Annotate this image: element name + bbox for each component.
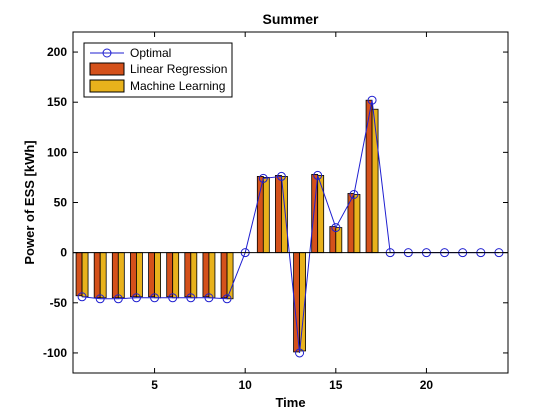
bar-machine-learning-t5 xyxy=(154,252,161,299)
chart-title: Summer xyxy=(262,11,319,27)
bar-machine-learning-t3 xyxy=(117,252,125,299)
bar-linear-regression-t7 xyxy=(184,252,192,298)
bar-linear-regression-t1 xyxy=(75,252,83,297)
optimal-marker-t12 xyxy=(276,171,286,181)
x-tick-label: 10 xyxy=(239,378,253,392)
legend-machine-learning-label: Machine Learning xyxy=(130,79,225,93)
x-tick-label: 15 xyxy=(329,378,343,392)
y-tick-label: 0 xyxy=(60,246,67,260)
y-tick-label: 50 xyxy=(54,196,68,210)
legend-linear-regression-swatch xyxy=(89,62,125,76)
optimal-marker-t1 xyxy=(77,292,87,302)
y-tick-label: 150 xyxy=(47,95,67,109)
bar-linear-regression-t3 xyxy=(111,252,119,299)
optimal-marker-t2 xyxy=(95,294,105,304)
y-tick-label: -50 xyxy=(50,296,68,310)
optimal-marker-t4 xyxy=(131,293,141,303)
y-tick-label: 100 xyxy=(47,145,67,159)
bars-layer xyxy=(75,99,379,353)
optimal-marker-t6 xyxy=(168,293,178,303)
axis-ticks: -100 -50 0 50 100 150 200 5 10 15 20 xyxy=(43,32,508,392)
legend-optimal-marker xyxy=(102,48,112,58)
bar-machine-learning-t17 xyxy=(371,108,379,254)
bar-linear-regression-t4 xyxy=(130,252,137,298)
y-axis-label: Power of ESS [kWh] xyxy=(22,140,37,264)
optimal-marker-t7 xyxy=(186,293,196,303)
bar-linear-regression-t9 xyxy=(220,252,228,299)
legend-linear-regression-label: Linear Regression xyxy=(130,62,227,76)
bar-linear-regression-t5 xyxy=(148,252,155,298)
bar-machine-learning-t14 xyxy=(317,175,325,254)
bar-machine-learning-t6 xyxy=(172,252,180,299)
bar-linear-regression-t6 xyxy=(166,252,174,298)
bar-machine-learning-t2 xyxy=(99,252,107,299)
bar-linear-regression-t11 xyxy=(256,176,264,254)
bar-linear-regression-t12 xyxy=(275,175,282,254)
optimal-marker-t3 xyxy=(113,294,123,304)
x-tick-label: 20 xyxy=(420,378,434,392)
bar-machine-learning-t16 xyxy=(353,194,361,254)
x-tick-label: 5 xyxy=(151,378,158,392)
optimal-marker-t15 xyxy=(331,223,341,233)
optimal-marker-t5 xyxy=(150,293,160,303)
optimal-marker-t14 xyxy=(313,170,323,180)
optimal-marker-t17 xyxy=(367,95,377,105)
bar-machine-learning-t11 xyxy=(262,177,270,254)
bar-linear-regression-t17 xyxy=(365,99,373,254)
legend: Optimal Linear Regression Machine Learni… xyxy=(83,42,233,98)
bar-machine-learning-t1 xyxy=(81,252,89,298)
optimal-marker-t13 xyxy=(295,348,305,358)
optimal-marker-t16 xyxy=(349,189,359,199)
bar-linear-regression-t8 xyxy=(202,252,210,298)
legend-machine-learning-swatch xyxy=(89,79,125,93)
y-tick-label: 200 xyxy=(47,45,67,59)
optimal-marker-t11 xyxy=(258,173,268,183)
bar-linear-regression-t16 xyxy=(347,193,355,254)
legend-optimal-label: Optimal xyxy=(130,46,171,60)
bar-linear-regression-t2 xyxy=(93,252,101,299)
optimal-marker-t8 xyxy=(204,293,214,303)
optimal-marker-t9 xyxy=(222,294,232,304)
bar-machine-learning-t4 xyxy=(136,252,143,298)
bar-machine-learning-t7 xyxy=(190,252,198,299)
x-axis-label: Time xyxy=(275,395,305,410)
y-tick-label: -100 xyxy=(43,346,67,360)
bar-machine-learning-t8 xyxy=(208,252,216,299)
